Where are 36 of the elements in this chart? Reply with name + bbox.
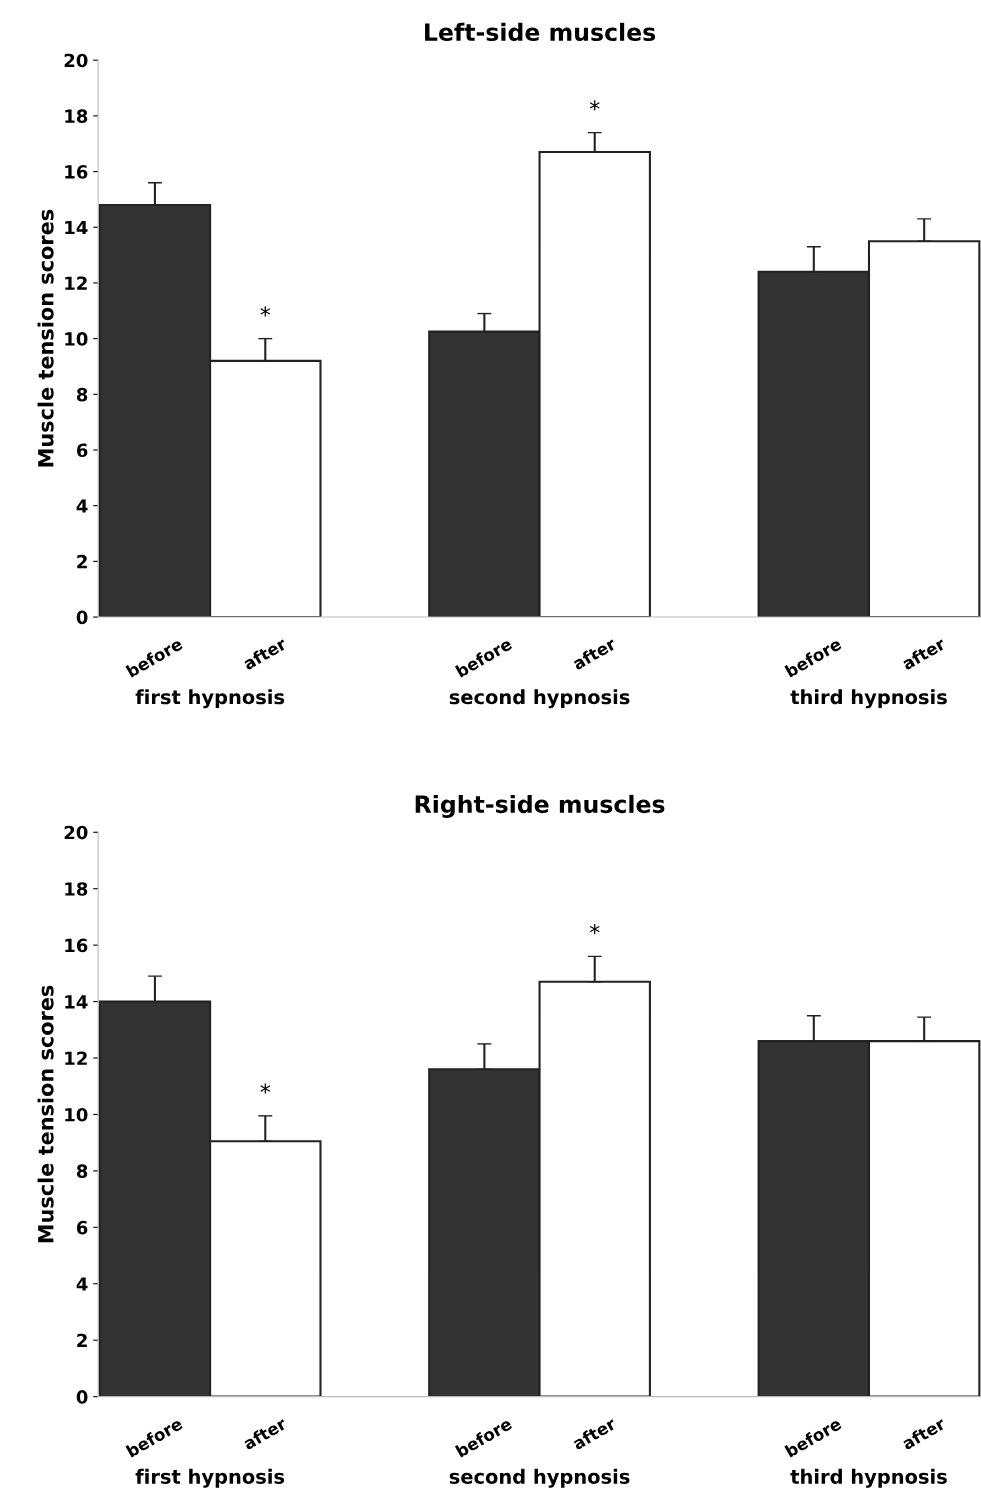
x-tick-label: first hypnosis	[135, 689, 285, 709]
y-tick-label: 16	[65, 165, 88, 179]
y-tick-label: 12	[65, 1051, 87, 1065]
y-tick-label: 20	[64, 825, 88, 840]
x-tick-label: third hypnosis	[790, 689, 947, 709]
y-tick-label: 6	[76, 1220, 88, 1235]
y-tick-label: 0	[76, 1390, 88, 1404]
x-tick-label: first hypnosis	[135, 1468, 285, 1488]
chart-title: Left-side muscles	[425, 22, 656, 42]
y-tick-label: 2	[77, 1333, 87, 1348]
y-tick-label: 20	[64, 53, 88, 68]
y-axis-title: Muscle tension scores	[37, 985, 54, 1243]
y-tick-label: 18	[65, 882, 88, 896]
data-label: *	[260, 1083, 271, 1094]
y-tick-label: 10	[65, 1107, 88, 1122]
data-label: *	[589, 100, 600, 111]
x-tick-label: third hypnosis	[790, 1468, 947, 1488]
y-tick-label: 2	[77, 554, 87, 569]
y-tick-label: 4	[76, 1277, 88, 1291]
data-label: *	[589, 924, 600, 935]
x-tick-label: second hypnosis	[449, 689, 630, 709]
chart-title: Right-side muscles	[415, 794, 665, 818]
y-tick-label: 16	[65, 938, 88, 953]
y-tick-label: 8	[76, 387, 88, 402]
y-tick-label: 14	[65, 220, 88, 235]
y-axis-title: Muscle tension scores	[37, 209, 54, 467]
y-tick-label: 6	[76, 443, 88, 458]
data-label: *	[260, 306, 271, 317]
y-tick-label: 8	[76, 1164, 88, 1179]
y-tick-label: 14	[65, 995, 88, 1009]
y-tick-label: 12	[65, 276, 87, 290]
y-tick-label: 10	[65, 332, 88, 346]
y-tick-label: 18	[65, 109, 88, 123]
x-tick-label: second hypnosis	[449, 1468, 630, 1488]
y-tick-label: 0	[76, 610, 88, 625]
y-tick-label: 4	[76, 499, 88, 513]
